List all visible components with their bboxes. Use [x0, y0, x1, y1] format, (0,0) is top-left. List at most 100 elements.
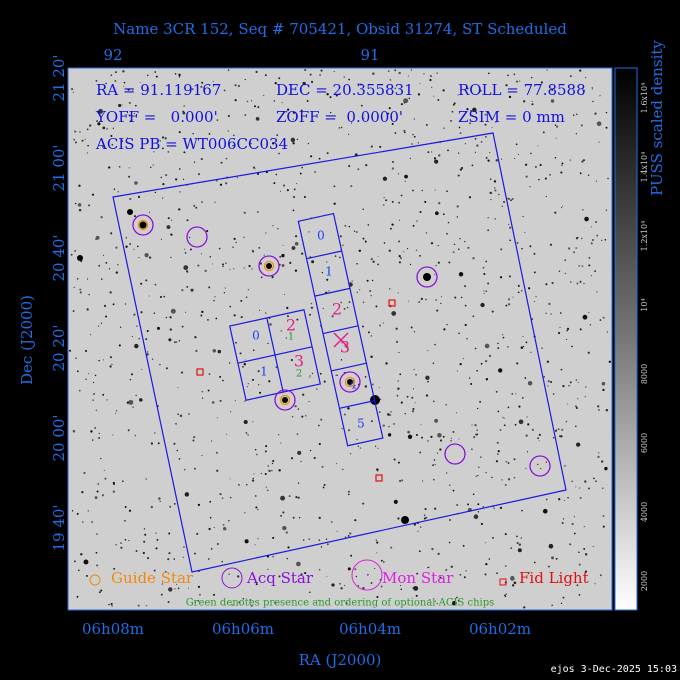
star	[601, 239, 603, 242]
star	[584, 480, 587, 483]
star	[575, 133, 578, 135]
star	[459, 132, 462, 135]
star	[595, 180, 597, 182]
star	[494, 218, 496, 220]
star	[563, 499, 565, 502]
star	[589, 324, 591, 326]
star	[294, 269, 298, 272]
star	[183, 105, 185, 107]
star	[564, 465, 566, 467]
star	[602, 525, 605, 528]
star	[505, 593, 507, 595]
star	[87, 144, 89, 147]
fid-light	[196, 368, 204, 376]
star	[377, 255, 379, 257]
star	[348, 225, 351, 228]
star	[363, 117, 365, 119]
bright-star	[423, 273, 431, 281]
star	[531, 100, 533, 103]
star	[605, 409, 609, 412]
star	[497, 453, 499, 455]
star	[253, 473, 255, 475]
star	[160, 593, 163, 596]
star	[587, 174, 590, 177]
star	[429, 78, 432, 82]
star	[115, 246, 118, 249]
legend: Guide Star Acq Star Mon Star Fid Light G…	[89, 559, 589, 609]
star	[129, 197, 132, 201]
star	[347, 407, 350, 410]
star	[450, 437, 453, 440]
footer: ejos 3-Dec-2025 15:03	[551, 664, 677, 675]
star	[111, 143, 114, 146]
star	[193, 161, 196, 163]
star	[317, 599, 319, 601]
legend-label: Acq Star	[246, 569, 314, 587]
star	[587, 351, 590, 354]
star	[526, 416, 528, 418]
star	[280, 495, 286, 501]
star	[557, 428, 560, 430]
chip-label: 3	[340, 338, 350, 357]
star	[499, 506, 503, 510]
star	[297, 496, 300, 499]
star	[292, 209, 295, 212]
star	[158, 497, 161, 500]
star	[70, 87, 74, 91]
star	[188, 413, 190, 415]
star	[266, 489, 269, 492]
star	[326, 543, 329, 546]
star	[146, 557, 150, 560]
star	[280, 330, 282, 332]
star	[423, 517, 426, 520]
star	[272, 536, 275, 539]
acq-star	[529, 455, 551, 477]
star	[569, 543, 572, 546]
star	[201, 455, 203, 457]
star	[105, 82, 107, 85]
star	[591, 86, 593, 88]
star	[95, 235, 100, 240]
star	[397, 292, 399, 294]
star	[413, 331, 416, 333]
star	[177, 413, 179, 416]
star	[412, 407, 415, 411]
star	[483, 292, 485, 295]
star	[265, 445, 268, 448]
star	[514, 423, 517, 426]
star	[494, 189, 497, 192]
star	[348, 133, 350, 135]
star	[427, 440, 429, 442]
star	[237, 84, 241, 88]
star	[575, 237, 579, 240]
star	[489, 151, 491, 154]
star	[415, 433, 418, 436]
star	[484, 343, 490, 349]
star	[124, 303, 127, 305]
fid-light	[375, 474, 383, 482]
star	[134, 434, 137, 437]
star	[76, 512, 79, 515]
star	[201, 201, 203, 203]
star	[433, 459, 436, 461]
star	[170, 308, 176, 314]
star	[430, 435, 433, 439]
star	[472, 493, 475, 496]
star	[82, 521, 84, 523]
star	[501, 479, 503, 481]
star	[252, 477, 254, 480]
star	[564, 272, 567, 275]
star	[474, 137, 477, 140]
star	[326, 261, 328, 263]
star	[182, 556, 184, 558]
star	[435, 299, 438, 301]
star	[128, 539, 130, 542]
star	[209, 256, 212, 258]
star	[458, 332, 460, 335]
star	[488, 72, 490, 75]
star	[581, 237, 583, 240]
star	[597, 405, 600, 408]
star	[329, 96, 332, 99]
star	[413, 523, 416, 526]
star	[517, 548, 522, 553]
